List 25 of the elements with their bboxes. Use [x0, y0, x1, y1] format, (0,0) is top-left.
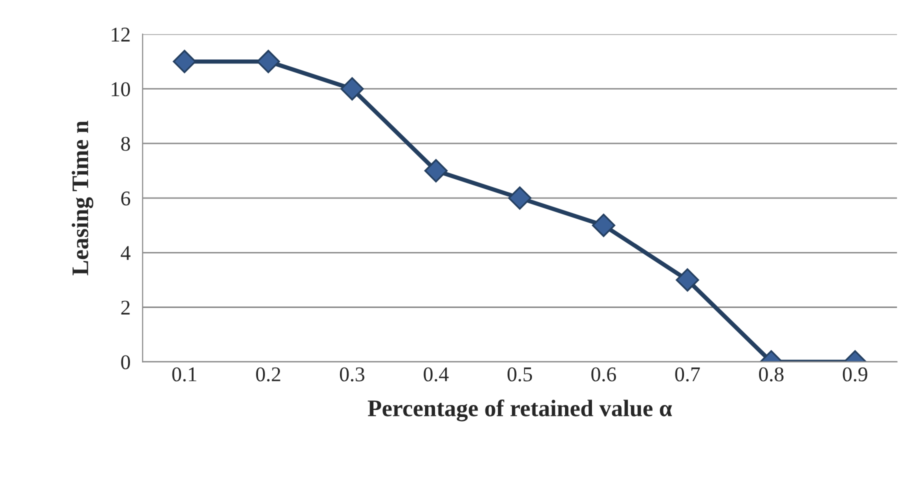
y-axis-title: Leasing Time n	[72, 120, 94, 276]
point	[592, 214, 616, 237]
x-tick-label: 0.8	[759, 367, 784, 382]
point	[424, 159, 448, 182]
y-tick-label: 4	[120, 246, 130, 260]
y-tick-label: 8	[121, 136, 130, 151]
x-tick-label: 0.1	[172, 367, 196, 382]
y-tick-label: 0	[121, 355, 130, 370]
y-tick-label: 12	[112, 28, 130, 42]
point	[676, 268, 700, 292]
x-tick-label: 0.7	[675, 367, 700, 382]
x-tick-label: 0.2	[256, 367, 280, 382]
point	[256, 50, 280, 74]
point	[172, 50, 196, 74]
x-axis-title: Percentage of retained value α	[368, 400, 672, 422]
x-tick-label: 0.6	[591, 367, 616, 382]
x-tick-label: 0.5	[508, 367, 532, 382]
y-tick-label: 6	[121, 191, 130, 206]
x-tick-label: 0.4	[424, 367, 449, 382]
x-tick-label: 0.3	[340, 367, 364, 382]
x-tick-label: 0.9	[842, 367, 868, 382]
y-tick-label: 10	[112, 82, 130, 96]
y-tick-label: 2	[121, 300, 130, 314]
point	[508, 186, 532, 210]
point	[340, 77, 364, 100]
